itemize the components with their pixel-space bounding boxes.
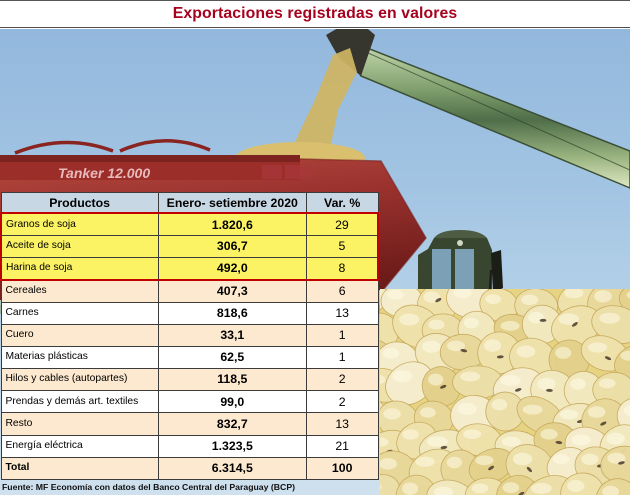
- svg-text:Tanker 12.000: Tanker 12.000: [58, 165, 150, 181]
